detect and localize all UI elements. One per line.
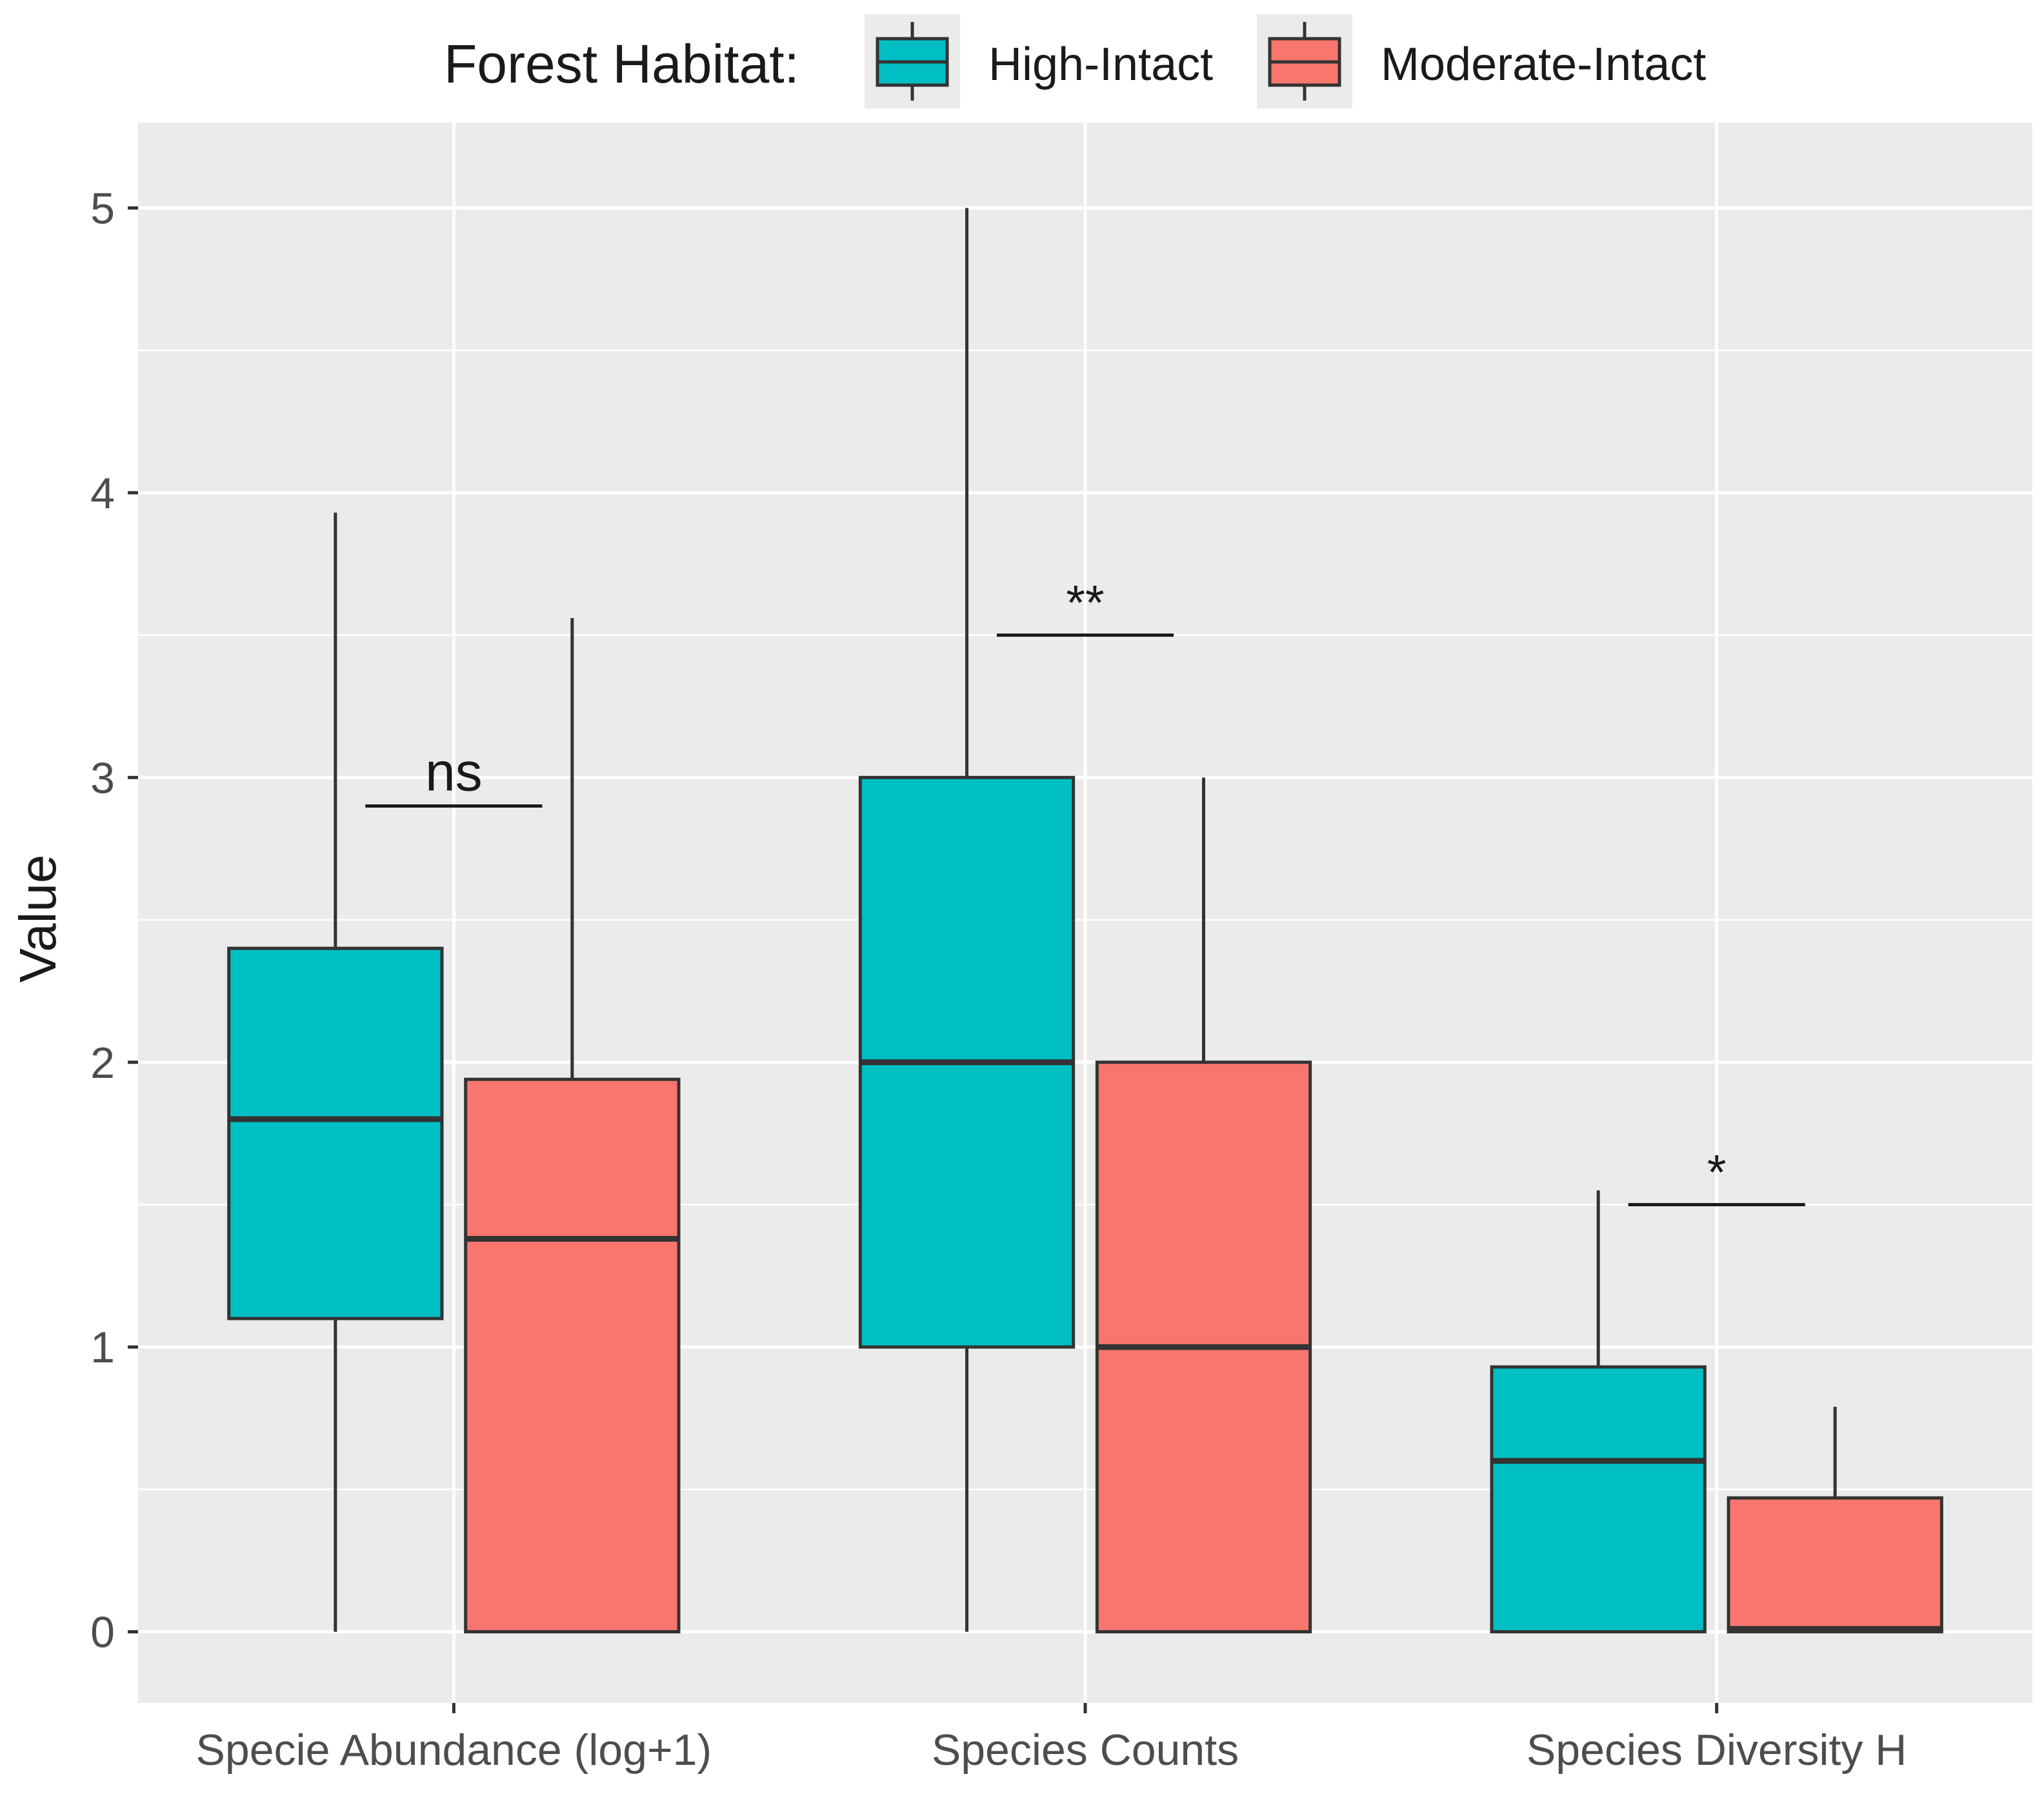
box-body — [1490, 1365, 1707, 1634]
x-tick-label: Specie Abundance (log+1) — [196, 1726, 712, 1775]
x-tick-label: Species Diversity H — [1527, 1726, 1907, 1775]
y-tick-label: 3 — [90, 753, 115, 802]
x-axis: Specie Abundance (log+1) Species Counts Sp… — [196, 1703, 1907, 1775]
box-body — [1727, 1496, 1943, 1634]
box-body — [464, 1077, 681, 1634]
legend-item-high-intact: High-Intact — [865, 14, 1213, 108]
significance-label: * — [1707, 1145, 1727, 1200]
box-high-intact-1 — [227, 512, 444, 1632]
y-tick-label: 2 — [90, 1039, 115, 1088]
y-tick-label: 5 — [90, 184, 115, 233]
box-moderate-intact-3 — [1727, 1406, 1943, 1634]
box-body — [227, 946, 444, 1320]
box-moderate-intact-2 — [1095, 777, 1312, 1634]
legend: Forest Habitat: High-Intact Moderate-Int… — [444, 14, 1706, 108]
gridlines — [138, 123, 2032, 1703]
y-axis: 0 1 2 3 4 5 — [90, 184, 138, 1657]
box-high-intact-3 — [1490, 1190, 1707, 1634]
significance-label: ns — [425, 741, 483, 802]
significance-label: ** — [1066, 576, 1104, 631]
legend-label-moderate-intact: Moderate-Intact — [1381, 39, 1706, 90]
legend-item-moderate-intact: Moderate-Intact — [1257, 14, 1706, 108]
significance-annotations: ns*** — [365, 576, 1805, 1206]
y-tick-label: 0 — [90, 1608, 115, 1657]
plot-panel: ns*** — [138, 123, 2032, 1703]
x-tick-label: Species Counts — [932, 1726, 1239, 1775]
legend-label-high-intact: High-Intact — [988, 39, 1213, 90]
box-moderate-intact-1 — [464, 618, 681, 1634]
box-layer — [227, 208, 1943, 1634]
box-high-intact-2 — [858, 208, 1076, 1632]
y-tick-label: 1 — [90, 1323, 115, 1372]
y-axis-title: Value — [9, 855, 66, 983]
legend-title: Forest Habitat: — [444, 34, 799, 94]
y-tick-label: 4 — [90, 469, 115, 518]
